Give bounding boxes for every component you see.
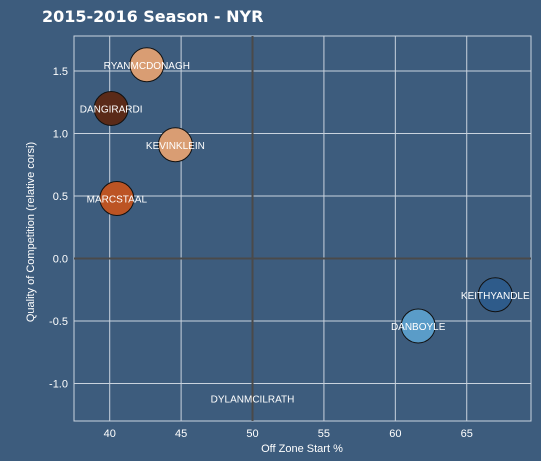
x-tick-label-0: 40 <box>104 428 116 440</box>
point-label-2: KEVINKLEIN <box>146 141 205 152</box>
point-label-1: DANGIRARDI <box>80 105 143 116</box>
point-label-4: KEITHYANDLE <box>461 291 530 302</box>
y-axis-label: Quality of Competition (relative corsi) <box>25 142 37 322</box>
y-tick-label-0: -1.0 <box>49 379 68 391</box>
x-tick-label-2: 50 <box>246 428 258 440</box>
x-tick-label-5: 65 <box>461 428 473 440</box>
point-marker-2 <box>157 127 193 163</box>
chart-title: 2015-2016 Season - NYR <box>42 7 263 26</box>
y-tick-label-4: 1.0 <box>53 129 68 141</box>
x-tick-label-1: 45 <box>175 428 187 440</box>
point-marker-3 <box>99 181 135 216</box>
point-marker-1 <box>93 91 129 126</box>
point-label-0: RYANMCDONAGH <box>104 61 190 72</box>
x-tick-label-3: 55 <box>318 428 330 440</box>
data-points: RYANMCDONAGH DANGIRARDI KEVINKLEIN MARCSTAA… <box>80 47 530 406</box>
x-tick-label-4: 60 <box>389 428 401 440</box>
x-axis-label: Off Zone Start % <box>261 443 343 455</box>
y-tick-label-5: 1.5 <box>53 66 68 78</box>
y-tick-label-1: -0.5 <box>49 316 68 328</box>
point-marker-5 <box>400 308 436 344</box>
point-label-3: MARCSTAAL <box>87 195 148 206</box>
axis-ticks: 40 45 50 55 60 65 -1.0 -0.5 0.0 0.5 1.0 1.5 <box>49 66 473 440</box>
y-tick-label-3: 0.5 <box>53 191 68 203</box>
plot-frame <box>73 35 532 422</box>
y-tick-label-2: 0.0 <box>53 254 68 266</box>
point-label-6: DYLANMCILRATH <box>211 395 295 406</box>
point-marker-4 <box>477 277 513 313</box>
plot-area <box>73 35 532 422</box>
point-marker-0 <box>129 47 165 83</box>
point-label-5: DANBOYLE <box>391 322 446 333</box>
